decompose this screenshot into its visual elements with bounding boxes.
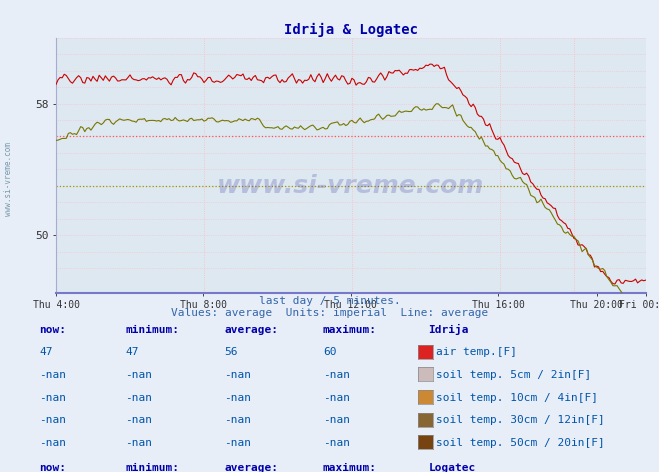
Text: maximum:: maximum: xyxy=(323,463,377,472)
Text: -nan: -nan xyxy=(125,393,152,403)
Text: air temp.[F]: air temp.[F] xyxy=(436,347,517,357)
Text: -nan: -nan xyxy=(125,415,152,425)
Text: minimum:: minimum: xyxy=(125,325,179,335)
Text: average:: average: xyxy=(224,325,278,335)
Text: -nan: -nan xyxy=(40,415,67,425)
Text: -nan: -nan xyxy=(224,370,251,380)
Text: -nan: -nan xyxy=(323,415,350,425)
Text: 56: 56 xyxy=(224,347,237,357)
Text: -nan: -nan xyxy=(323,393,350,403)
Text: soil temp. 30cm / 12in[F]: soil temp. 30cm / 12in[F] xyxy=(436,415,605,425)
Title: Idrija & Logatec: Idrija & Logatec xyxy=(284,23,418,37)
Text: now:: now: xyxy=(40,463,67,472)
Text: soil temp. 10cm / 4in[F]: soil temp. 10cm / 4in[F] xyxy=(436,393,598,403)
Text: last day / 5 minutes.: last day / 5 minutes. xyxy=(258,296,401,306)
Text: -nan: -nan xyxy=(323,438,350,448)
Text: -nan: -nan xyxy=(125,370,152,380)
Text: -nan: -nan xyxy=(40,438,67,448)
Text: Logatec: Logatec xyxy=(428,463,476,472)
Text: -nan: -nan xyxy=(224,393,251,403)
Text: average:: average: xyxy=(224,463,278,472)
Text: 47: 47 xyxy=(125,347,138,357)
Text: -nan: -nan xyxy=(40,370,67,380)
Text: -nan: -nan xyxy=(125,438,152,448)
Text: -nan: -nan xyxy=(40,393,67,403)
Text: www.si-vreme.com: www.si-vreme.com xyxy=(217,174,484,198)
Text: -nan: -nan xyxy=(323,370,350,380)
Text: -nan: -nan xyxy=(224,415,251,425)
Text: -nan: -nan xyxy=(224,438,251,448)
Text: Idrija: Idrija xyxy=(428,324,469,335)
Text: now:: now: xyxy=(40,325,67,335)
Text: soil temp. 50cm / 20in[F]: soil temp. 50cm / 20in[F] xyxy=(436,438,605,448)
Text: soil temp. 5cm / 2in[F]: soil temp. 5cm / 2in[F] xyxy=(436,370,592,380)
Text: 60: 60 xyxy=(323,347,336,357)
Text: maximum:: maximum: xyxy=(323,325,377,335)
Text: Values: average  Units: imperial  Line: average: Values: average Units: imperial Line: av… xyxy=(171,308,488,318)
Text: www.si-vreme.com: www.si-vreme.com xyxy=(4,143,13,216)
Text: 47: 47 xyxy=(40,347,53,357)
Text: minimum:: minimum: xyxy=(125,463,179,472)
